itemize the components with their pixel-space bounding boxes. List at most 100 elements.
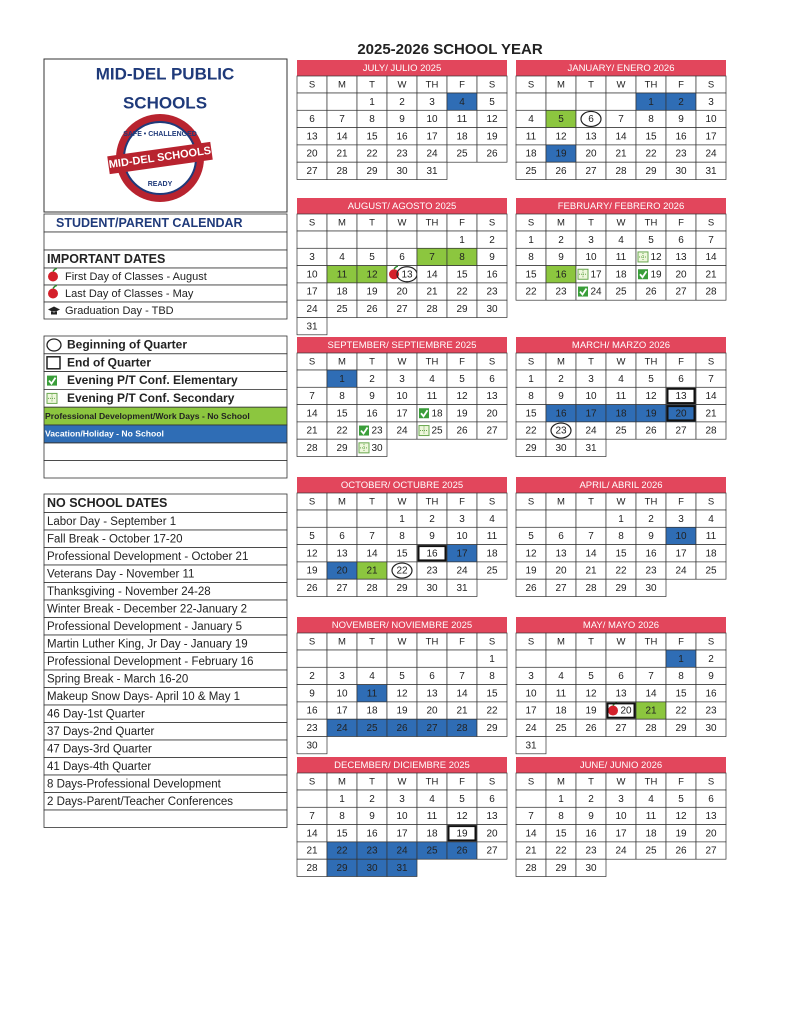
day-number: 4 xyxy=(459,97,465,108)
day-number: 12 xyxy=(675,811,687,822)
month-name: APRIL/ ABRIL 2026 xyxy=(579,480,662,491)
day-number: 1 xyxy=(399,514,405,525)
day-cell xyxy=(605,92,637,111)
day-number: 10 xyxy=(396,811,408,822)
day-cell xyxy=(296,92,328,111)
day-number: 8 xyxy=(399,531,405,542)
day-number: 13 xyxy=(705,811,717,822)
month-name: SEPTEMBER/ SEPTIEMBRE 2025 xyxy=(328,340,477,351)
day-number: 21 xyxy=(426,287,438,298)
weekday: M xyxy=(557,80,565,91)
day-number: 22 xyxy=(336,846,348,857)
weekday: M xyxy=(338,777,346,788)
day-cell xyxy=(545,649,577,668)
day-cell xyxy=(575,858,607,877)
day-number: 18 xyxy=(555,706,567,717)
day-cell xyxy=(446,649,478,668)
weekday: TH xyxy=(426,357,439,368)
day-number: 15 xyxy=(525,269,537,280)
day-number: 22 xyxy=(645,149,657,160)
day-number: 25 xyxy=(525,166,537,177)
day-number: 31 xyxy=(306,321,318,332)
day-number: 3 xyxy=(588,235,594,246)
day-number: 18 xyxy=(705,548,717,559)
day-cell xyxy=(416,230,448,249)
day-number: 30 xyxy=(426,583,438,594)
legend-item: Evening P/T Conf. Elementary xyxy=(67,373,238,387)
day-number: 2 xyxy=(708,654,714,665)
day-number: 7 xyxy=(708,374,714,385)
day-cell xyxy=(296,509,328,528)
day-cell xyxy=(605,649,637,668)
month-header xyxy=(297,477,507,493)
day-number: 2 xyxy=(369,794,375,805)
day-number: 17 xyxy=(426,131,438,142)
day-number: 19 xyxy=(555,149,567,160)
day-number: 20 xyxy=(555,566,567,577)
list-item: Thanksgiving - November 24-28 xyxy=(47,586,211,598)
day-number: 4 xyxy=(429,794,435,805)
day-number: 29 xyxy=(615,583,627,594)
day-number: 27 xyxy=(585,166,597,177)
day-cell xyxy=(386,649,418,668)
day-cell xyxy=(476,144,508,163)
day-number: 3 xyxy=(399,374,405,385)
day-number: 17 xyxy=(525,706,537,717)
day-number: 31 xyxy=(456,583,468,594)
day-number: 1 xyxy=(528,235,534,246)
circle-icon xyxy=(46,338,62,352)
day-number: 4 xyxy=(648,794,654,805)
day-number: 23 xyxy=(645,566,657,577)
day-number: 14 xyxy=(525,828,537,839)
day-number: 4 xyxy=(339,252,345,263)
day-number: 3 xyxy=(309,252,315,263)
day-number: 24 xyxy=(456,566,468,577)
legend-item: Beginning of Quarter xyxy=(67,338,187,352)
day-number: 3 xyxy=(429,97,435,108)
day-number: 31 xyxy=(525,740,537,751)
list-item: Labor Day - September 1 xyxy=(47,516,176,528)
day-number: 24 xyxy=(336,723,348,734)
day-number: 8 xyxy=(558,811,564,822)
day-cell xyxy=(476,421,508,440)
weekday: TH xyxy=(645,497,658,508)
day-number: 18 xyxy=(336,287,348,298)
list-item: Makeup Snow Days- April 10 & May 1 xyxy=(47,691,240,703)
day-number: 10 xyxy=(585,252,597,263)
seal-banner xyxy=(107,141,213,175)
day-number: 23 xyxy=(426,566,438,577)
day-number: 24 xyxy=(705,149,717,160)
check-tick xyxy=(48,377,57,386)
weekday: TH xyxy=(645,777,658,788)
weekday: W xyxy=(617,357,626,368)
day-number: 24 xyxy=(585,426,597,437)
day-number: 14 xyxy=(306,828,318,839)
day-number: 9 xyxy=(678,114,684,125)
day-number: 3 xyxy=(459,514,465,525)
day-number: 15 xyxy=(366,131,378,142)
section-heading: IMPORTANT DATES xyxy=(47,252,165,266)
secondary-grid xyxy=(420,426,428,435)
day-number: 7 xyxy=(309,811,315,822)
weekday: M xyxy=(557,218,565,229)
day-number: 16 xyxy=(486,269,498,280)
weekday: F xyxy=(459,637,465,648)
day-number: 16 xyxy=(705,688,717,699)
day-number: 31 xyxy=(705,166,717,177)
month-header xyxy=(516,477,726,493)
weekday: S xyxy=(528,777,534,788)
day-number: 5 xyxy=(309,531,315,542)
day-number: 26 xyxy=(306,583,318,594)
day-number: 10 xyxy=(306,269,318,280)
day-number: 18 xyxy=(615,408,627,419)
day-cell xyxy=(575,92,607,111)
day-number: 9 xyxy=(309,688,315,699)
weekday: M xyxy=(557,497,565,508)
list-item: Graduation Day - TBD xyxy=(65,305,174,317)
day-number: 13 xyxy=(401,269,413,280)
day-number: 25 xyxy=(336,304,348,315)
weekday: M xyxy=(338,357,346,368)
day-number: 24 xyxy=(306,304,318,315)
weekday: T xyxy=(369,497,375,508)
day-number: 30 xyxy=(306,740,318,751)
